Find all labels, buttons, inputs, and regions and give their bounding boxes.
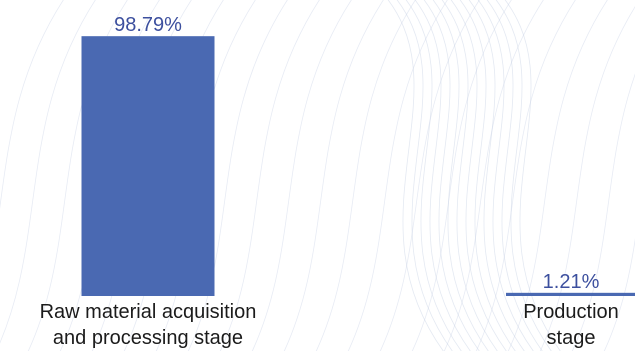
background-curve bbox=[251, 0, 352, 351]
background-curve bbox=[0, 0, 96, 344]
background-curve bbox=[387, 0, 445, 351]
background-curve bbox=[477, 0, 535, 351]
background-curve bbox=[450, 0, 508, 351]
background-curve bbox=[507, 0, 608, 351]
background-curve bbox=[486, 0, 544, 351]
background-curve bbox=[441, 0, 499, 351]
background-curve bbox=[459, 0, 517, 351]
background-curve bbox=[432, 0, 490, 351]
category-label: stage bbox=[547, 327, 596, 349]
data-label: 98.79% bbox=[114, 14, 182, 36]
background-curve bbox=[396, 0, 454, 351]
background-curve bbox=[539, 6, 635, 351]
background-curve bbox=[411, 0, 512, 351]
background-curve bbox=[347, 0, 448, 351]
category-label: and processing stage bbox=[53, 327, 243, 349]
background-curve bbox=[603, 238, 635, 351]
background-curve bbox=[379, 0, 480, 351]
background-curve bbox=[405, 0, 463, 351]
bar bbox=[81, 36, 215, 296]
category-label: Raw material acquisition bbox=[40, 301, 257, 323]
data-label: 1.21% bbox=[543, 271, 600, 293]
bar bbox=[506, 292, 635, 296]
background-curve bbox=[571, 73, 635, 351]
background-curve bbox=[443, 0, 544, 351]
background-curve bbox=[219, 0, 320, 351]
background-curve bbox=[495, 0, 553, 351]
background-curve bbox=[283, 0, 384, 351]
background-curve bbox=[315, 0, 416, 351]
category-label: Production bbox=[523, 301, 619, 323]
background-curve bbox=[504, 0, 562, 351]
background-curve bbox=[468, 0, 526, 351]
background-curve bbox=[475, 0, 576, 351]
background-curve bbox=[423, 0, 481, 351]
background-curve bbox=[414, 0, 472, 351]
background-curve bbox=[187, 0, 288, 351]
background-curve bbox=[0, 0, 64, 209]
